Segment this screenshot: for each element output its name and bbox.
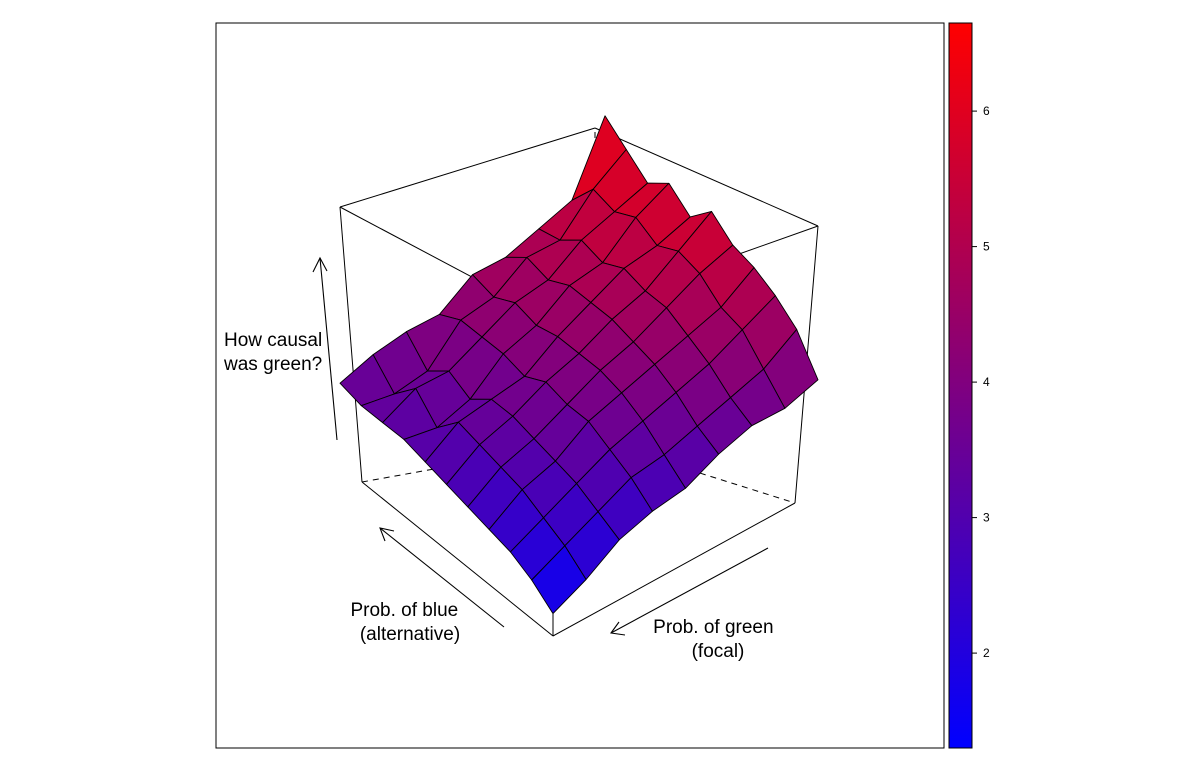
axis-arrows	[312, 256, 769, 636]
x-axis-arrow	[610, 547, 769, 636]
box-edge-top-back-right	[594, 127, 819, 227]
colorbar-tick-label-5: 5	[983, 240, 990, 254]
box-edge-top-back-left	[339, 127, 596, 208]
x-axis-label-line-2: (focal)	[692, 641, 745, 662]
y-axis-arrow	[379, 527, 505, 628]
x-axis-label-line-1: Prob. of green	[653, 617, 773, 638]
z-axis-label-line-2: was green?	[223, 354, 322, 375]
colorbar-tick-label-6: 6	[983, 104, 990, 118]
z-axis-label-line-1: How causal	[224, 330, 322, 351]
colorbar-ticks: 2 3 4 5 6	[972, 104, 990, 660]
y-axis-label: Prob. of blue (alternative)	[350, 600, 463, 645]
colorbar	[948, 22, 973, 749]
z-axis-label: How causal was green?	[223, 330, 328, 375]
box-edge-bottom-right	[552, 502, 796, 637]
y-axis-label-line-1: Prob. of blue	[350, 600, 458, 621]
colorbar-tick-label-4: 4	[983, 375, 990, 389]
x-axis-label: Prob. of green (focal)	[653, 617, 779, 662]
colorbar-tick-label-3: 3	[983, 511, 990, 525]
surface-facet-0-0	[531, 545, 587, 615]
box-edge-left-vertical	[339, 206, 363, 483]
colorbar-tick-label-2: 2	[983, 646, 990, 660]
y-axis-label-line-2: (alternative)	[360, 624, 460, 645]
z-axis-arrow	[312, 256, 338, 441]
surface	[339, 115, 819, 615]
box-edge-bottom-left	[361, 481, 554, 637]
